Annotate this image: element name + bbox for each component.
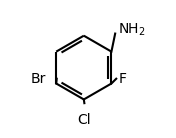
Text: Cl: Cl (78, 113, 91, 127)
Text: F: F (119, 72, 127, 86)
Text: Br: Br (31, 72, 46, 86)
Text: NH$_2$: NH$_2$ (118, 22, 146, 38)
